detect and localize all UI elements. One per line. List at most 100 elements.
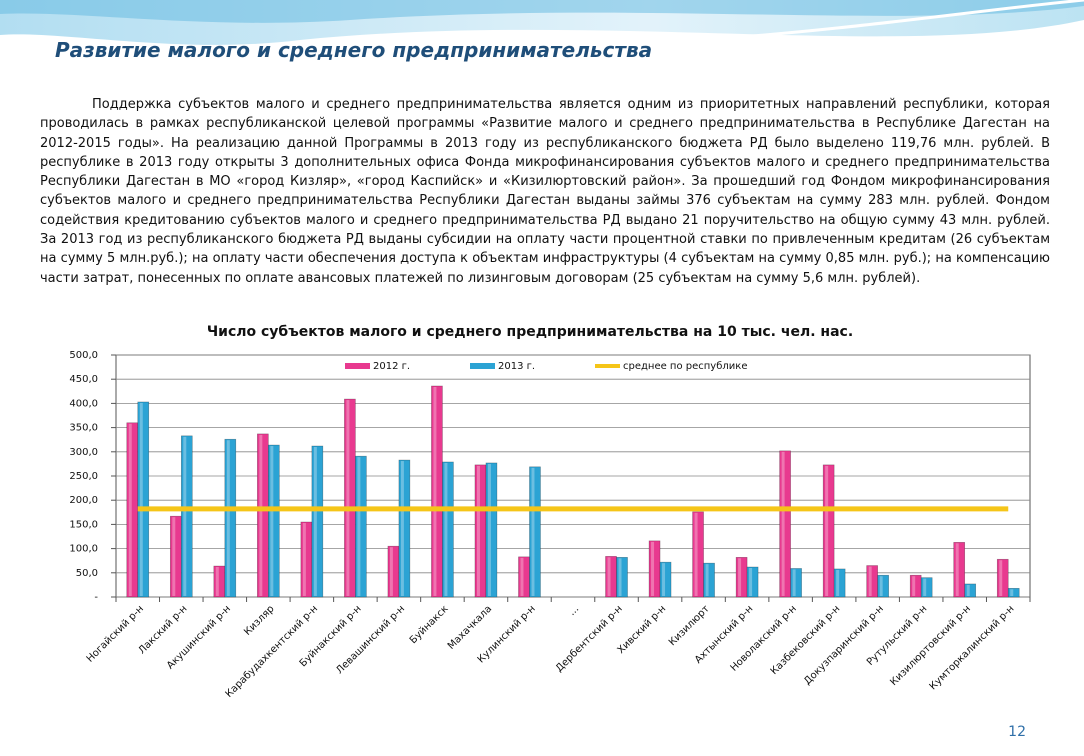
bar [735, 557, 748, 598]
y-tick-label: 200,0 [69, 495, 98, 506]
bar-highlight [781, 451, 785, 596]
bar-highlight [270, 446, 274, 596]
bar-highlight [531, 467, 535, 596]
bar-highlight [128, 423, 132, 596]
x-tick-label: Кизляр [242, 603, 276, 637]
bar-highlight [651, 541, 655, 596]
x-tick-label: Докузпаринский р-н [802, 603, 886, 687]
legend-label: среднее по республике [623, 361, 747, 372]
bar [169, 515, 182, 598]
bar [616, 557, 628, 598]
bar-highlight [836, 569, 840, 596]
bar [877, 574, 889, 598]
bar [833, 568, 846, 598]
bar [964, 583, 977, 598]
bar-highlight [226, 440, 230, 596]
bar-highlight [433, 386, 437, 596]
bar [866, 565, 878, 598]
legend-swatch [470, 363, 495, 369]
bar-highlight [662, 563, 666, 596]
bar [692, 511, 704, 598]
bar [659, 561, 672, 598]
bar-highlight [313, 446, 317, 596]
slide-title: Развитие малого и среднего предпринимате… [55, 38, 653, 62]
bar [953, 542, 966, 598]
bar [648, 540, 661, 598]
y-tick-label: 400,0 [69, 398, 98, 409]
bar-highlight [738, 558, 742, 596]
bar [344, 398, 356, 598]
bar [920, 577, 933, 598]
bar-highlight [694, 512, 698, 596]
bar-highlight [618, 558, 622, 596]
bar-highlight [705, 564, 709, 596]
x-tick-label: Махачкала [446, 603, 494, 651]
bar-highlight [302, 522, 306, 596]
bar-highlight [792, 569, 796, 596]
y-tick-label: 450,0 [69, 374, 98, 385]
bar [355, 455, 367, 598]
bar-highlight [923, 578, 927, 596]
y-tick-label: 100,0 [69, 544, 98, 555]
bar [180, 435, 193, 598]
y-tick-label: 50,0 [76, 568, 98, 579]
legend-swatch [345, 363, 370, 369]
bar-highlight [749, 567, 753, 596]
bar-highlight [172, 517, 176, 596]
legend-label: 2013 г. [498, 361, 535, 372]
bar [746, 566, 759, 598]
bar [822, 464, 835, 598]
bar-highlight [389, 547, 393, 596]
x-tick-label: Ногайский р-н [85, 603, 146, 664]
bar [703, 562, 715, 598]
bar [518, 556, 530, 598]
page-number: 12 [1008, 724, 1026, 740]
y-tick-label: 300,0 [69, 447, 98, 458]
bar-highlight [357, 457, 361, 596]
x-tick-label: ... [567, 603, 582, 618]
bar-highlight [825, 465, 829, 596]
bar-highlight [215, 567, 219, 596]
bar [474, 464, 487, 598]
bar-highlight [487, 463, 491, 596]
y-tick-label: 150,0 [69, 519, 98, 530]
x-tick-label: Дербентский р-н [554, 603, 625, 674]
bar [485, 462, 498, 598]
bar-highlight [520, 557, 524, 596]
bar [137, 401, 150, 598]
y-tick-label: 350,0 [69, 423, 98, 434]
x-tick-label: Кумторкалинский р-н [928, 603, 1017, 692]
x-tick-label: Кизилюрт [667, 603, 712, 648]
bar [398, 459, 411, 598]
bar-highlight [346, 400, 350, 596]
bar [126, 422, 139, 598]
bar [996, 558, 1009, 598]
bar [442, 461, 454, 598]
bar [224, 438, 237, 598]
bar [529, 466, 541, 598]
bar [909, 574, 922, 598]
bar [431, 385, 443, 598]
body-text: Поддержка субъектов малого и среднего пр… [40, 97, 1050, 286]
y-tick-label: - [94, 592, 98, 603]
bar [257, 433, 269, 598]
bar [790, 568, 802, 598]
bar [779, 450, 791, 598]
bar [268, 444, 280, 598]
bar [213, 565, 226, 598]
bar-highlight [868, 566, 872, 596]
bar-highlight [607, 557, 611, 596]
bar-highlight [966, 584, 970, 596]
bar-highlight [400, 461, 404, 596]
x-tick-label: Буйнакск [408, 603, 451, 646]
bar-highlight [879, 576, 883, 596]
bar-highlight [259, 434, 263, 596]
bar-highlight [912, 576, 916, 596]
legend-label: 2012 г. [373, 361, 410, 372]
bar-highlight [476, 465, 480, 596]
bar [300, 521, 313, 598]
x-tick-label: Кизилюртовский р-н [888, 603, 973, 688]
